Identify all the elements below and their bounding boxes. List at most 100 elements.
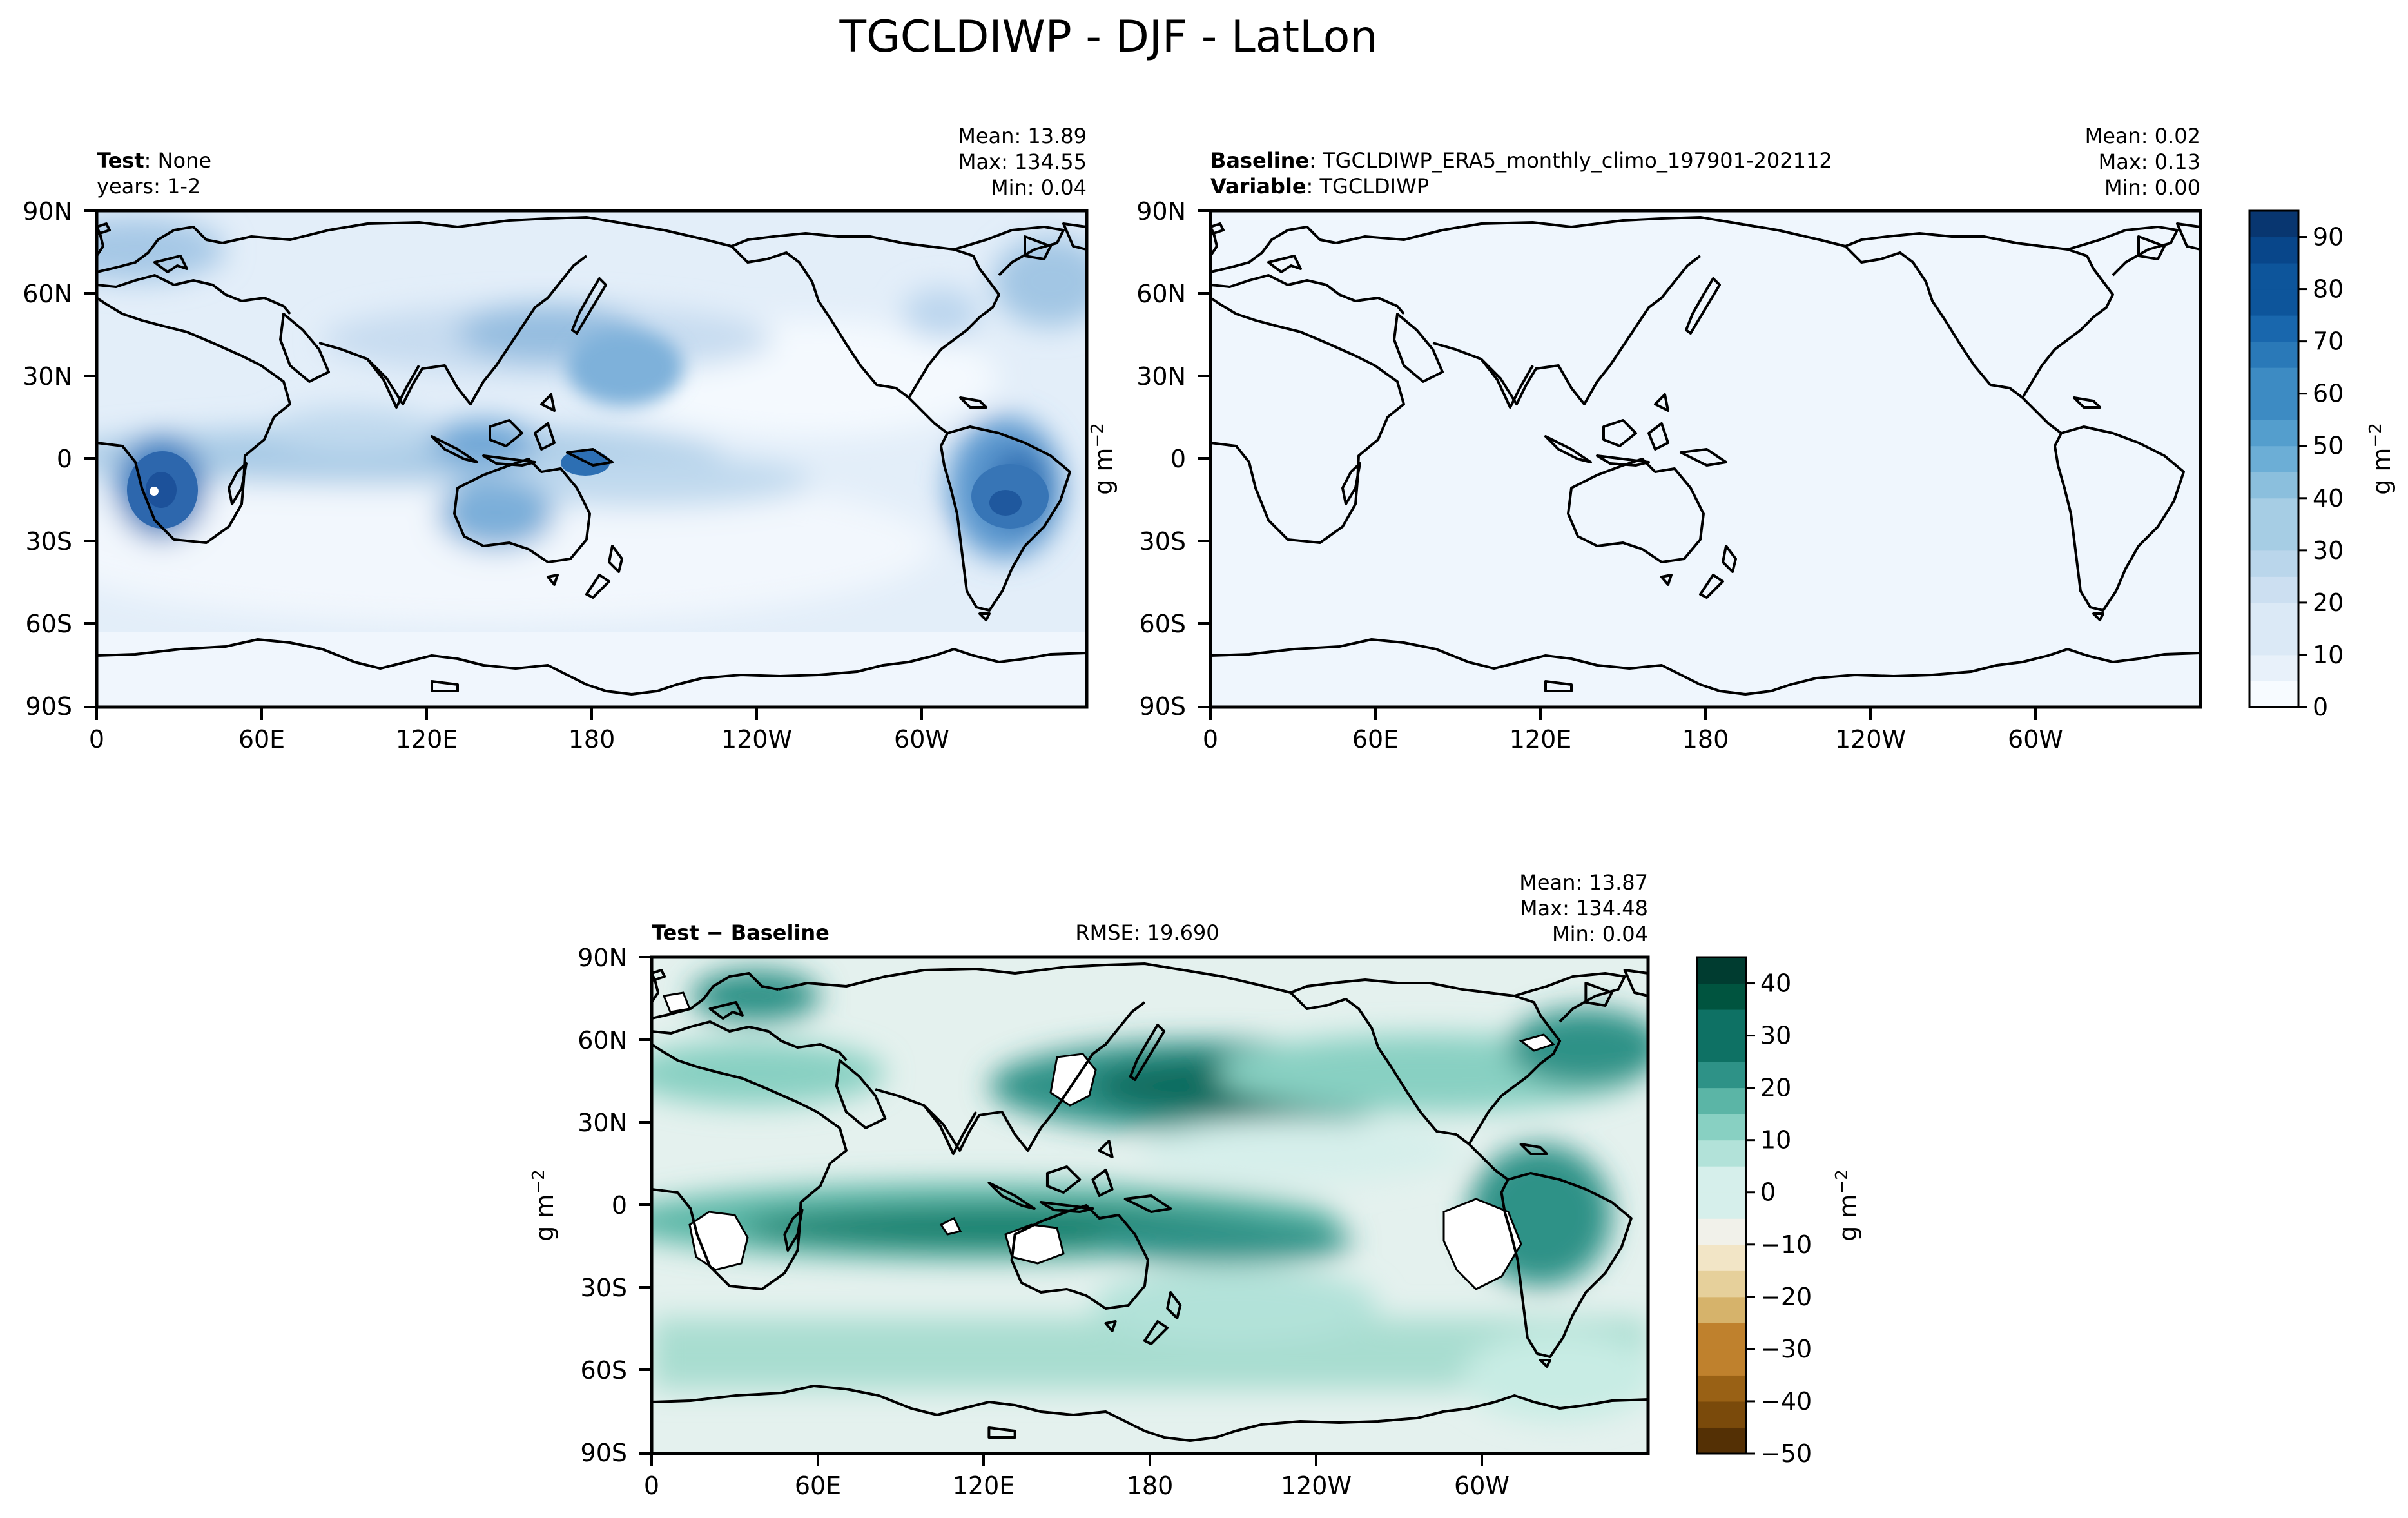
colorbar-diff-label: g m−2 bbox=[1832, 1169, 1862, 1241]
panel-test-subtitle: years: 1-2 bbox=[97, 174, 200, 199]
colorbar-diff-bands bbox=[1697, 957, 1746, 1454]
colorbar-main-band bbox=[2249, 498, 2298, 525]
panel-diff-ytick: 90S bbox=[581, 1439, 627, 1467]
colorbar-main-band bbox=[2249, 289, 2298, 316]
colorbar-main-tick-label: 0 bbox=[2313, 693, 2328, 721]
panel-baseline-stat-min: Min: 0.00 bbox=[2104, 175, 2200, 200]
colorbar-diff-band bbox=[1697, 1009, 1746, 1036]
panel-baseline-stat-max: Max: 0.13 bbox=[2099, 150, 2200, 174]
colorbar-diff-tick-label: 30 bbox=[1760, 1022, 1791, 1050]
panel-baseline-variable-bold: Variable bbox=[1210, 174, 1306, 199]
colorbar-diff-tick-label: −40 bbox=[1760, 1387, 1812, 1416]
colorbar-main-tick-label: 50 bbox=[2313, 432, 2344, 460]
panel-diff-ytick: 30S bbox=[581, 1274, 627, 1302]
colorbar-main-band bbox=[2249, 628, 2298, 656]
panel-baseline-xtick: 180 bbox=[1682, 725, 1729, 754]
panel-test-ytick: 90N bbox=[23, 197, 72, 226]
panel-diff-field bbox=[652, 957, 1648, 1454]
colorbar-main-frame bbox=[2248, 209, 2300, 708]
colorbar-diff-label-text: g m bbox=[1834, 1194, 1862, 1241]
figure-title: TGCLDIWP - DJF - LatLon bbox=[839, 12, 1378, 63]
panel-baseline-ytick: 60N bbox=[1136, 280, 1186, 308]
panel-baseline-ylabel-text: g m bbox=[1089, 448, 1118, 495]
panel-diff-xaxis: 0 60E 120E 180 120W 60W bbox=[644, 1472, 1510, 1500]
panel-diff-ytick: 90N bbox=[578, 944, 627, 972]
colorbar-main-band bbox=[2249, 393, 2298, 420]
panel-test-ytick: 60S bbox=[26, 610, 72, 638]
panel-test-ytick: 0 bbox=[57, 445, 72, 473]
panel-test-xtick: 180 bbox=[568, 725, 616, 754]
panel-test-title-bold: Test bbox=[97, 148, 144, 173]
panel-baseline-xtick: 120W bbox=[1835, 725, 1906, 754]
panel-test-ytick: 30N bbox=[23, 362, 72, 391]
panel-diff-xtick: 60W bbox=[1454, 1472, 1510, 1500]
panel-diff-xtick: 120E bbox=[953, 1472, 1015, 1500]
panel-baseline-xtick: 60W bbox=[2008, 725, 2063, 754]
panel-baseline-ytick: 30N bbox=[1136, 362, 1186, 391]
colorbar-diff-band bbox=[1697, 1323, 1746, 1350]
panel-baseline-ytick: 30S bbox=[1140, 527, 1186, 556]
panel-diff-xtick: 60E bbox=[795, 1472, 841, 1500]
colorbar-main-label: g m−2 bbox=[2366, 423, 2396, 495]
colorbar-diff-tick-label: −50 bbox=[1760, 1439, 1812, 1468]
colorbar-diff-ticks: −50 −40 −30 −20 −10 0 10 20 30 40 bbox=[1746, 969, 1812, 1468]
colorbar-main-band bbox=[2249, 445, 2298, 472]
colorbar-main-band bbox=[2249, 237, 2298, 264]
colorbar-main-band bbox=[2249, 315, 2298, 342]
colorbar-diff-band bbox=[1697, 957, 1746, 984]
colorbar-main-label-text: g m bbox=[2367, 448, 2396, 495]
colorbar-main-tick-label: 70 bbox=[2313, 327, 2344, 356]
colorbar-diff-band bbox=[1697, 1166, 1746, 1193]
panel-test-title: Test: None bbox=[97, 148, 211, 173]
colorbar-diff-band bbox=[1697, 1348, 1746, 1376]
panel-test-xtick: 60E bbox=[238, 725, 285, 754]
colorbar-main-band bbox=[2249, 524, 2298, 551]
panel-diff-title: Test − Baseline bbox=[652, 920, 830, 945]
panel-baseline-xtick: 120E bbox=[1510, 725, 1572, 754]
panel-test-ytick: 90S bbox=[26, 692, 72, 721]
colorbar-diff-band bbox=[1697, 1401, 1746, 1428]
panel-baseline-variable-rest: : TGCLDIWP bbox=[1306, 174, 1429, 199]
colorbar-diff-band bbox=[1697, 1270, 1746, 1298]
panel-baseline-title-rest: : TGCLDIWP_ERA5_monthly_climo_197901-202… bbox=[1309, 148, 1832, 173]
panel-test-stat-max: Max: 134.55 bbox=[958, 150, 1087, 174]
colorbar-main-tick-label: 30 bbox=[2313, 536, 2344, 565]
colorbar-main-tick-label: 10 bbox=[2313, 641, 2344, 669]
colorbar-main-band bbox=[2249, 420, 2298, 447]
panel-baseline-xtick: 0 bbox=[1203, 725, 1218, 754]
panel-test-ytick: 60N bbox=[23, 280, 72, 308]
colorbar-diff-tick-label: −20 bbox=[1760, 1283, 1812, 1311]
colorbar-main-tick-label: 20 bbox=[2313, 589, 2344, 617]
colorbar-diff-band bbox=[1697, 1140, 1746, 1167]
colorbar-main-tick-label: 80 bbox=[2313, 275, 2344, 304]
panel-test-xtick: 60W bbox=[894, 725, 949, 754]
colorbar-diff-tick-label: 20 bbox=[1760, 1074, 1791, 1102]
panel-test-title-rest: : None bbox=[144, 148, 211, 173]
panel-diff-stat-min: Min: 0.04 bbox=[1552, 922, 1648, 946]
panel-difference: Test − Baseline RMSE: 19.690 Mean: 13.87… bbox=[529, 870, 1650, 1500]
panel-diff-xtick: 180 bbox=[1127, 1472, 1174, 1500]
panel-test-xtick: 0 bbox=[89, 725, 104, 754]
colorbar-diff-tick-label: 40 bbox=[1760, 969, 1791, 998]
colorbar-diff-band bbox=[1697, 1296, 1746, 1323]
panel-diff-xtick: 120W bbox=[1281, 1472, 1352, 1500]
colorbar-main-tick-label: 90 bbox=[2313, 223, 2344, 251]
panel-baseline-xtick: 60E bbox=[1352, 725, 1399, 754]
panel-test-stat-mean: Mean: 13.89 bbox=[958, 124, 1087, 148]
colorbar-diff-band bbox=[1697, 1114, 1746, 1141]
panel-diff-ytick: 60S bbox=[581, 1356, 627, 1385]
panel-baseline-ytick: 90N bbox=[1136, 197, 1186, 226]
panel-diff-stat-mean: Mean: 13.87 bbox=[1519, 870, 1648, 895]
panel-diff-yaxis: 90N 60N 30N 0 30S 60S 90S bbox=[578, 944, 627, 1467]
colorbar-main-bands bbox=[2249, 211, 2298, 708]
panel-baseline-ytick: 60S bbox=[1140, 610, 1186, 638]
colorbar-main-tick-label: 40 bbox=[2313, 484, 2344, 512]
colorbar-diff-band bbox=[1697, 1062, 1746, 1089]
colorbar-main-ticks: 0 10 20 30 40 50 60 70 80 90 bbox=[2298, 223, 2344, 721]
colorbar-main-band bbox=[2249, 681, 2298, 708]
colorbar-main-band bbox=[2249, 211, 2298, 238]
colorbar-diff-band bbox=[1697, 983, 1746, 1010]
colorbar-diff-band bbox=[1697, 1192, 1746, 1219]
colorbar-diff-band bbox=[1697, 1035, 1746, 1062]
